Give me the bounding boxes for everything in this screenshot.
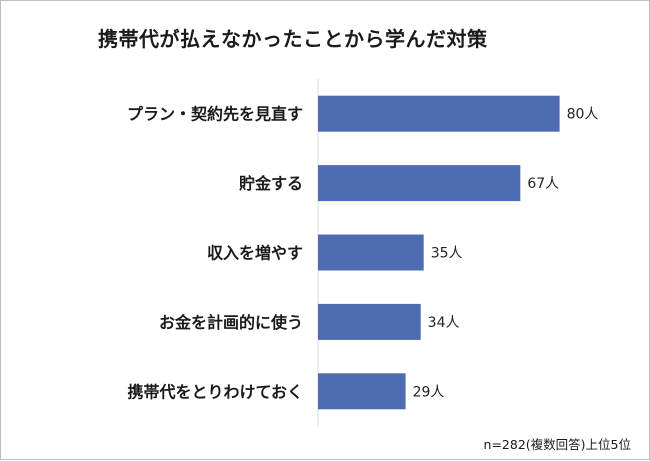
value-label-5: 29人 xyxy=(413,384,445,400)
bar-2 xyxy=(318,165,521,202)
bar-1 xyxy=(318,95,560,132)
category-label-1: プラン・契約先を見直す xyxy=(127,105,303,124)
bar-3 xyxy=(318,234,424,271)
value-label-4: 34人 xyxy=(428,315,460,331)
sample-note: n=282(複数回答)上位5位 xyxy=(483,437,631,452)
chart-title: 携帯代が払えなかったことから学んだ対策 xyxy=(98,27,488,51)
value-label-1: 80人 xyxy=(567,107,599,123)
value-label-2: 67人 xyxy=(527,176,559,192)
category-label-5: 携帯代をとりわけておく xyxy=(127,382,303,401)
value-label-3: 35人 xyxy=(431,246,463,262)
category-label-4: お金を計画的に使う xyxy=(159,313,303,332)
category-label-3: 収入を増やす xyxy=(207,244,303,263)
category-label-2: 貯金する xyxy=(239,174,303,193)
bar-4 xyxy=(318,303,421,340)
bar-5 xyxy=(318,373,406,410)
